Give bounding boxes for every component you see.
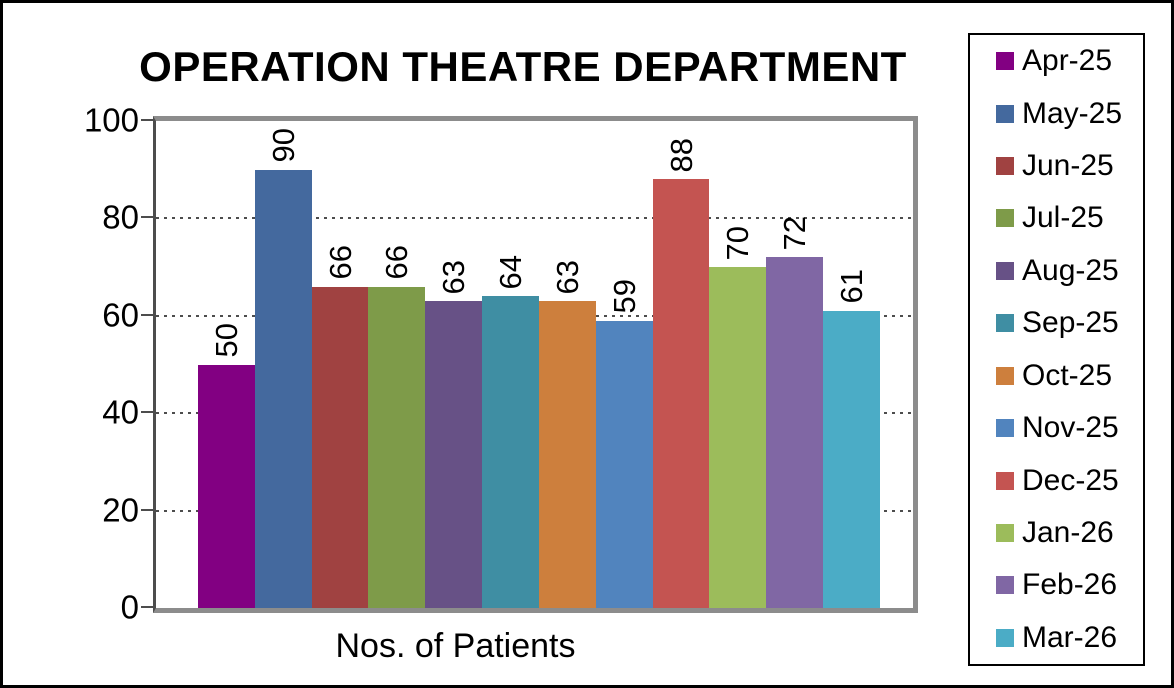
legend-swatch-icon — [996, 471, 1014, 490]
legend-item-oct-25: Oct-25 — [970, 350, 1143, 402]
y-tick-label: 100 — [83, 101, 139, 139]
bar-value-label: 63 — [436, 259, 472, 295]
bar-value-label: 88 — [663, 137, 699, 173]
legend-item-mar-26: Mar-26 — [970, 612, 1143, 664]
y-axis-labels: 0 20 40 60 80 100 — [23, 104, 139, 624]
legend-label: Nov-25 — [1022, 411, 1119, 445]
bar-slot-jan-26: 70 — [709, 121, 767, 608]
legend-swatch-icon — [996, 104, 1014, 123]
bar-feb-26 — [766, 257, 824, 608]
y-tick-mark — [141, 313, 153, 316]
legend-label: Dec-25 — [1022, 463, 1119, 497]
legend-item-feb-26: Feb-26 — [970, 559, 1143, 611]
bar-aug-25 — [425, 301, 483, 608]
gridline-80 — [156, 217, 913, 220]
legend-label: Feb-26 — [1022, 568, 1118, 602]
legend-swatch-icon — [996, 261, 1014, 280]
bar-oct-25 — [538, 301, 596, 608]
y-tick-mark — [141, 606, 153, 608]
bar-sep-25 — [482, 296, 539, 608]
bar-value-label: 72 — [777, 215, 813, 251]
y-tick-label: 60 — [102, 296, 139, 334]
bar-value-label: 61 — [834, 269, 870, 304]
legend-item-jan-26: Jan-26 — [970, 507, 1143, 559]
legend-item-sep-25: Sep-25 — [970, 297, 1143, 349]
legend-item-nov-25: Nov-25 — [970, 402, 1143, 454]
bar-jun-25 — [311, 286, 369, 608]
legend-label: Jan-26 — [1022, 516, 1114, 549]
bar-nov-25 — [595, 320, 653, 608]
bar-apr-25 — [198, 364, 255, 608]
bar-slot-nov-25: 59 — [595, 121, 653, 608]
bar-value-label: 50 — [208, 323, 244, 358]
legend-item-apr-25: Apr-25 — [970, 35, 1143, 87]
bar-slot-jul-25: 66 — [368, 121, 426, 608]
legend-label: Oct-25 — [1022, 358, 1113, 392]
bar-slot-may-25: 90 — [254, 121, 312, 608]
y-tick-label: 40 — [102, 393, 139, 431]
bar-slot-apr-25: 50 — [198, 121, 255, 608]
legend-swatch-icon — [996, 524, 1014, 542]
legend-label: Apr-25 — [1022, 44, 1113, 78]
legend: Apr-25 May-25 Jun-25 Jul-25 Aug-25 Sep-25 Oct-… — [968, 33, 1145, 666]
bar-slot-jun-25: 66 — [311, 121, 369, 608]
y-tick-mark — [141, 508, 153, 511]
bar-mar-26 — [823, 310, 880, 608]
legend-swatch-icon — [996, 314, 1014, 333]
legend-swatch-icon — [996, 366, 1014, 385]
bar-dec-25 — [652, 179, 710, 608]
y-tick-mark — [141, 411, 153, 414]
x-axis-title: Nos. of Patients — [335, 627, 576, 665]
y-axis-tick-marks — [141, 119, 153, 608]
y-tick-label: 20 — [102, 491, 139, 529]
bar-jan-26 — [709, 267, 767, 608]
legend-swatch-icon — [996, 419, 1014, 438]
bar-slot-sep-25: 64 — [482, 121, 539, 608]
bar-series-container: 50 90 66 66 63 64 63 59 88 70 72 61 — [156, 121, 913, 608]
y-tick-mark — [141, 119, 153, 121]
legend-label: May-25 — [1022, 96, 1123, 130]
bar-jul-25 — [368, 286, 426, 608]
bar-value-label: 70 — [720, 225, 756, 261]
legend-swatch-icon — [996, 52, 1014, 71]
plot-area: 50 90 66 66 63 64 63 59 88 70 72 61 — [153, 116, 918, 613]
chart-title: OPERATION THEATRE DEPARTMENT — [139, 43, 907, 90]
legend-label: Jun-25 — [1022, 149, 1114, 183]
bar-slot-aug-25: 63 — [425, 121, 483, 608]
legend-label: Mar-26 — [1022, 620, 1118, 654]
bar-slot-feb-26: 72 — [766, 121, 824, 608]
bar-value-label: 64 — [493, 254, 529, 290]
bar-value-label: 66 — [379, 245, 415, 280]
legend-item-aug-25: Aug-25 — [970, 245, 1143, 297]
y-tick-label: 0 — [120, 588, 139, 626]
legend-item-dec-25: Dec-25 — [970, 454, 1143, 506]
bar-value-label: 59 — [606, 279, 642, 314]
bar-value-label: 63 — [549, 259, 585, 295]
legend-item-jul-25: Jul-25 — [970, 192, 1143, 244]
bar-may-25 — [254, 169, 312, 608]
bar-slot-dec-25: 88 — [652, 121, 710, 608]
bar-slot-oct-25: 63 — [538, 121, 596, 608]
legend-swatch-icon — [996, 576, 1014, 595]
legend-swatch-icon — [996, 209, 1014, 228]
legend-label: Aug-25 — [1022, 253, 1119, 287]
legend-label: Jul-25 — [1022, 201, 1104, 235]
legend-item-may-25: May-25 — [970, 87, 1143, 139]
legend-label: Sep-25 — [1022, 306, 1119, 340]
y-tick-label: 80 — [102, 198, 139, 236]
bar-slot-mar-26: 61 — [823, 121, 880, 608]
legend-swatch-icon — [996, 628, 1014, 647]
legend-item-jun-25: Jun-25 — [970, 140, 1143, 192]
y-tick-mark — [141, 216, 153, 219]
legend-swatch-icon — [996, 157, 1014, 176]
bar-value-label: 66 — [322, 245, 358, 280]
bar-value-label: 90 — [265, 128, 301, 163]
